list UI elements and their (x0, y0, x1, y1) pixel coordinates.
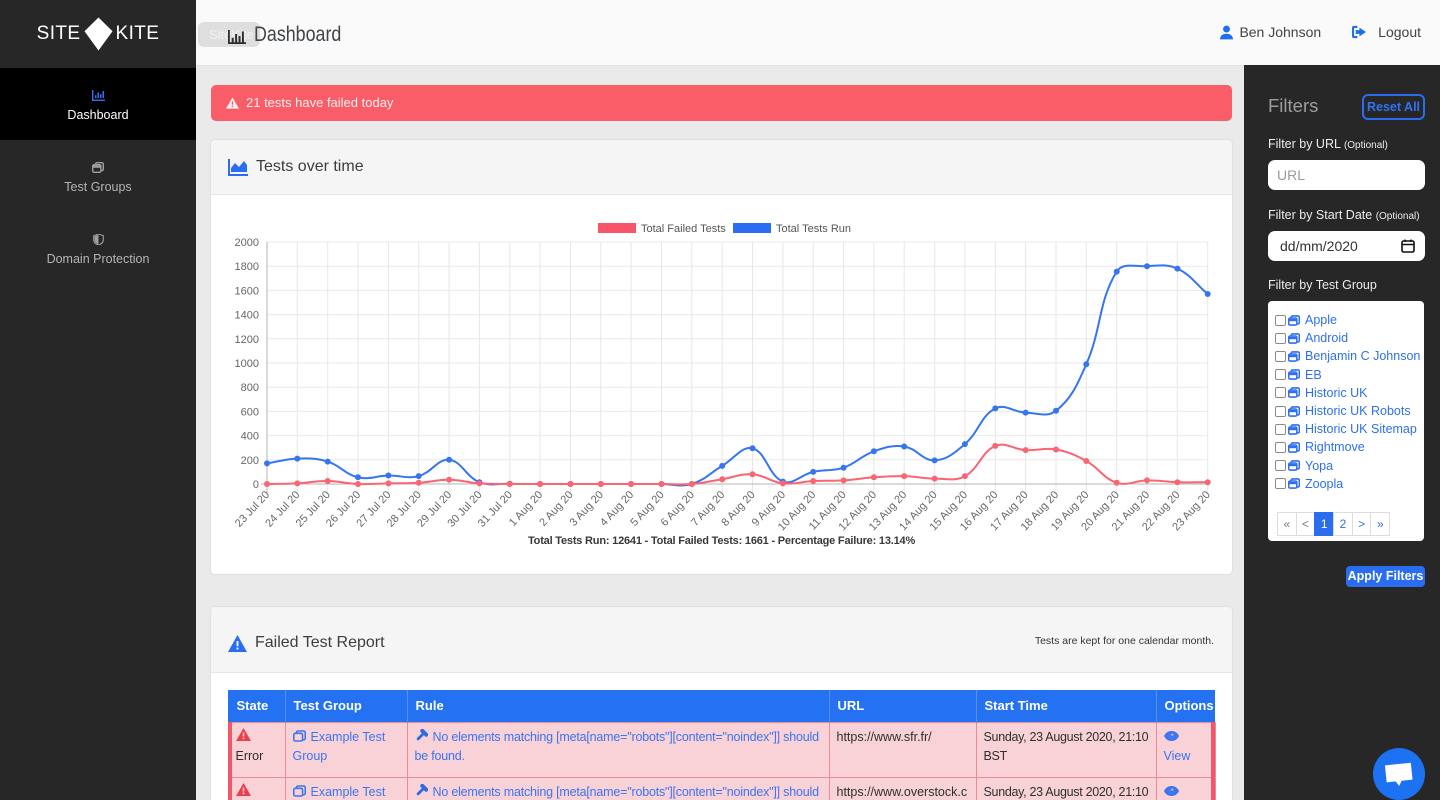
svg-text:1200: 1200 (235, 334, 259, 346)
svg-text:400: 400 (241, 431, 259, 443)
svg-text:Total Failed Tests: Total Failed Tests (641, 223, 726, 235)
svg-text:0: 0 (253, 479, 259, 491)
svg-text:200: 200 (241, 455, 259, 467)
svg-text:1800: 1800 (235, 261, 259, 273)
svg-text:1000: 1000 (235, 358, 259, 370)
svg-text:800: 800 (241, 382, 259, 394)
svg-text:600: 600 (241, 406, 259, 418)
svg-text:2000: 2000 (235, 237, 259, 249)
svg-text:1600: 1600 (235, 285, 259, 297)
svg-text:1400: 1400 (235, 310, 259, 322)
svg-text:Total Tests Run: Total Tests Run (776, 223, 851, 235)
